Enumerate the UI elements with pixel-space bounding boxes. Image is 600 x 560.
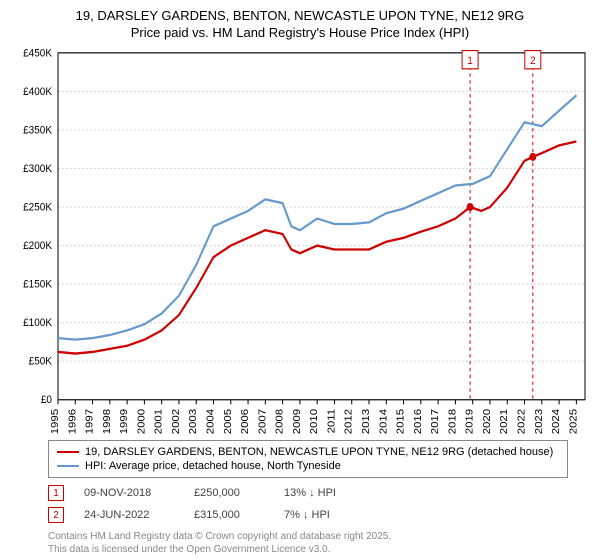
x-tick-label: 2018: [447, 409, 458, 434]
title-line2: Price paid vs. HM Land Registry's House …: [10, 25, 590, 40]
y-tick-label: £0: [41, 394, 52, 407]
sale-date: 09-NOV-2018: [84, 487, 174, 499]
footer-line1: Contains HM Land Registry data © Crown c…: [48, 530, 590, 543]
legend-row: HPI: Average price, detached house, Nort…: [57, 459, 559, 473]
x-tick-label: 2003: [188, 409, 199, 434]
y-tick-label: £350K: [23, 124, 53, 137]
y-tick-label: £400K: [23, 85, 53, 98]
marker-dot: [529, 153, 536, 161]
legend-label: HPI: Average price, detached house, Nort…: [85, 460, 341, 472]
sale-row: 1 09-NOV-2018 £250,000 13% ↓ HPI: [48, 482, 590, 504]
x-tick-label: 2023: [533, 409, 544, 434]
x-tick-label: 2014: [378, 409, 389, 434]
legend-box: 19, DARSLEY GARDENS, BENTON, NEWCASTLE U…: [48, 440, 568, 478]
chart-svg: £0 £50K £100K £150K £200K £250K £300K £350K £400…: [10, 46, 590, 434]
series-price_paid: [58, 142, 576, 354]
x-tick-label: 2017: [430, 409, 441, 434]
x-tick-label: 2011: [326, 409, 337, 434]
sale-price: £250,000: [194, 487, 264, 499]
x-tick-label: 1995: [50, 409, 61, 434]
marker-badge-label: 2: [530, 55, 536, 68]
marker-badge-label: 1: [467, 55, 473, 68]
x-tick-label: 2019: [464, 409, 475, 434]
x-tick-label: 2012: [343, 409, 354, 434]
sale-date: 24-JUN-2022: [84, 509, 174, 521]
footer-line2: This data is licensed under the Open Gov…: [48, 543, 590, 556]
y-tick-label: £100K: [23, 317, 53, 330]
sale-row: 2 24-JUN-2022 £315,000 7% ↓ HPI: [48, 504, 590, 526]
x-tick-label: 2009: [292, 409, 303, 434]
chart-area: £0 £50K £100K £150K £200K £250K £300K £350K £400…: [10, 46, 590, 434]
x-tick-label: 2025: [568, 409, 579, 434]
title-line1: 19, DARSLEY GARDENS, BENTON, NEWCASTLE U…: [10, 8, 590, 23]
x-tick-label: 2016: [412, 409, 423, 434]
y-tick-label: £250K: [23, 201, 53, 214]
x-tick-label: 2021: [499, 409, 510, 434]
x-tick-label: 1997: [84, 409, 95, 434]
x-tick-label: 1996: [67, 409, 78, 434]
y-tick-label: £50K: [29, 355, 53, 368]
sale-price: £315,000: [194, 509, 264, 521]
legend-row: 19, DARSLEY GARDENS, BENTON, NEWCASTLE U…: [57, 445, 559, 459]
y-tick-label: £450K: [23, 47, 53, 60]
x-tick-label: 2000: [136, 409, 147, 434]
sale-diff: 13% ↓ HPI: [284, 487, 364, 499]
x-tick-label: 2013: [361, 409, 372, 434]
footer: Contains HM Land Registry data © Crown c…: [48, 530, 590, 556]
sale-badge: 2: [48, 507, 64, 523]
x-tick-label: 2004: [205, 409, 216, 434]
series-hpi: [58, 95, 576, 339]
x-tick-label: 2010: [309, 409, 320, 434]
y-tick-label: £300K: [23, 162, 53, 175]
x-tick-label: 2020: [482, 409, 493, 434]
sales-table: 1 09-NOV-2018 £250,000 13% ↓ HPI 2 24-JUN-202…: [48, 482, 590, 526]
x-tick-label: 2008: [274, 409, 285, 434]
x-tick-label: 2015: [395, 409, 406, 434]
x-tick-label: 2001: [153, 409, 164, 434]
legend-swatch: [57, 465, 79, 467]
sale-diff: 7% ↓ HPI: [284, 509, 364, 521]
x-tick-label: 2022: [516, 409, 527, 434]
legend-swatch: [57, 451, 79, 453]
legend-label: 19, DARSLEY GARDENS, BENTON, NEWCASTLE U…: [85, 446, 553, 458]
y-tick-label: £200K: [23, 239, 53, 252]
title-block: 19, DARSLEY GARDENS, BENTON, NEWCASTLE U…: [10, 8, 590, 40]
x-tick-label: 2002: [171, 409, 182, 434]
x-tick-label: 2007: [257, 409, 268, 434]
y-tick-label: £150K: [23, 278, 53, 291]
x-tick-label: 2006: [240, 409, 251, 434]
marker-dot: [467, 203, 474, 211]
sale-badge: 1: [48, 485, 64, 501]
x-tick-label: 2005: [222, 409, 233, 434]
chart-container: 19, DARSLEY GARDENS, BENTON, NEWCASTLE U…: [0, 0, 600, 560]
x-tick-label: 1998: [101, 409, 112, 434]
x-tick-label: 2024: [551, 409, 562, 434]
x-tick-label: 1999: [119, 409, 130, 434]
